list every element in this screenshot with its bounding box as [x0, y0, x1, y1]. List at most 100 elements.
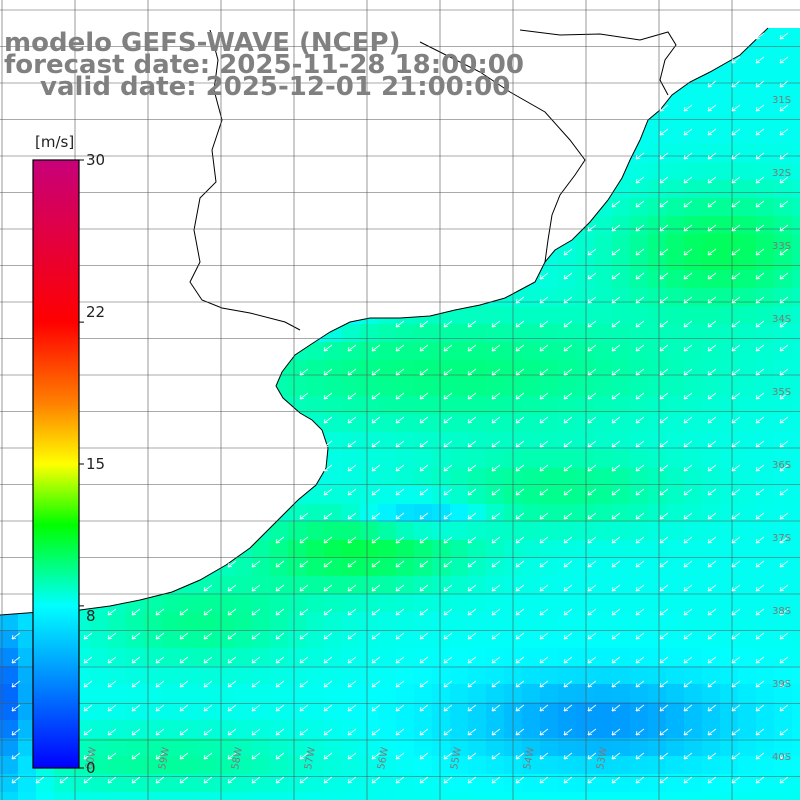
wind-cell: [792, 234, 800, 253]
wind-cell: [522, 576, 541, 595]
wind-cell: [432, 648, 451, 667]
wind-cell: [702, 414, 721, 433]
wind-arrow: [683, 464, 693, 472]
wind-arrow: [515, 776, 525, 784]
wind-arrow: [371, 488, 381, 496]
wind-arrow: [371, 392, 381, 400]
wind-arrow: [707, 368, 717, 376]
wind-cell: [540, 378, 559, 397]
wind-cell: [324, 612, 343, 631]
wind-arrow: [107, 752, 117, 760]
wind-cell: [666, 180, 685, 199]
wind-cell: [540, 774, 559, 793]
wind-arrow: [659, 416, 669, 424]
wind-cell: [378, 522, 397, 541]
wind-cell: [468, 774, 487, 793]
wind-arrow: [443, 440, 453, 448]
wind-cell: [576, 738, 595, 757]
wind-cell: [774, 522, 793, 541]
wind-cell: [414, 540, 433, 559]
wind-arrow: [395, 344, 405, 352]
latitude-label: 34S: [772, 314, 791, 325]
wind-arrow: [731, 320, 741, 328]
wind-cell: [378, 738, 397, 757]
wind-cell: [774, 36, 793, 55]
wind-arrow: [539, 752, 549, 760]
wind-cell: [360, 630, 379, 649]
wind-arrow: [371, 728, 381, 736]
wind-arrow: [395, 488, 405, 496]
wind-cell: [90, 774, 109, 793]
wind-cell: [360, 648, 379, 667]
wind-arrow: [491, 680, 501, 688]
wind-cell: [360, 738, 379, 757]
wind-cell: [576, 360, 595, 379]
wind-cell: [360, 342, 379, 361]
wind-arrow: [683, 416, 693, 424]
wind-arrow: [611, 248, 621, 256]
wind-cell: [720, 234, 739, 253]
wind-cell: [414, 432, 433, 451]
wind-arrow: [683, 680, 693, 688]
wind-cell: [702, 504, 721, 523]
wind-arrow: [779, 656, 789, 664]
wind-cell: [540, 792, 559, 800]
wind-cell: [198, 738, 217, 757]
wind-cell: [630, 594, 649, 613]
wind-cell: [324, 486, 343, 505]
wind-arrow: [155, 632, 165, 640]
wind-cell: [774, 738, 793, 757]
wind-cell: [720, 324, 739, 343]
wind-cell: [738, 720, 757, 739]
wind-cell: [738, 774, 757, 793]
wind-cell: [774, 234, 793, 253]
wind-cell: [90, 666, 109, 685]
wind-cell: [738, 576, 757, 595]
wind-cell: [378, 540, 397, 559]
wind-arrow: [467, 392, 477, 400]
wind-cell: [396, 522, 415, 541]
wind-cell: [180, 792, 199, 800]
wind-arrow: [779, 416, 789, 424]
wind-arrow: [683, 776, 693, 784]
wind-cell: [522, 378, 541, 397]
wind-arrow: [131, 680, 141, 688]
wind-cell: [738, 324, 757, 343]
wind-arrow: [755, 32, 765, 40]
wind-cell: [396, 774, 415, 793]
wind-cell: [630, 576, 649, 595]
wind-cell: [738, 252, 757, 271]
wind-cell: [396, 324, 415, 343]
wind-cell: [324, 576, 343, 595]
wind-cell: [270, 720, 289, 739]
wind-cell: [648, 342, 667, 361]
wind-arrow: [731, 152, 741, 160]
wind-cell: [342, 522, 361, 541]
wind-arrow: [659, 464, 669, 472]
wind-cell: [360, 612, 379, 631]
wind-cell: [468, 414, 487, 433]
wind-cell: [270, 648, 289, 667]
wind-cell: [720, 180, 739, 199]
wind-arrow: [515, 656, 525, 664]
wind-cell: [756, 648, 775, 667]
wind-cell: [468, 720, 487, 739]
wind-cell: [162, 612, 181, 631]
wind-cell: [342, 504, 361, 523]
wind-arrow: [755, 440, 765, 448]
colorbar-tick-label: 0: [86, 759, 96, 777]
wind-arrow: [611, 656, 621, 664]
wind-cell: [594, 630, 613, 649]
wind-cell: [594, 558, 613, 577]
wind-arrow: [443, 704, 453, 712]
wind-cell: [558, 738, 577, 757]
wind-arrow: [779, 728, 789, 736]
wind-cell: [324, 702, 343, 721]
wind-arrow: [563, 728, 573, 736]
wind-cell: [378, 648, 397, 667]
wind-cell: [558, 684, 577, 703]
wind-arrow: [155, 728, 165, 736]
wind-cell: [144, 684, 163, 703]
wind-cell: [468, 342, 487, 361]
wind-arrow: [755, 296, 765, 304]
